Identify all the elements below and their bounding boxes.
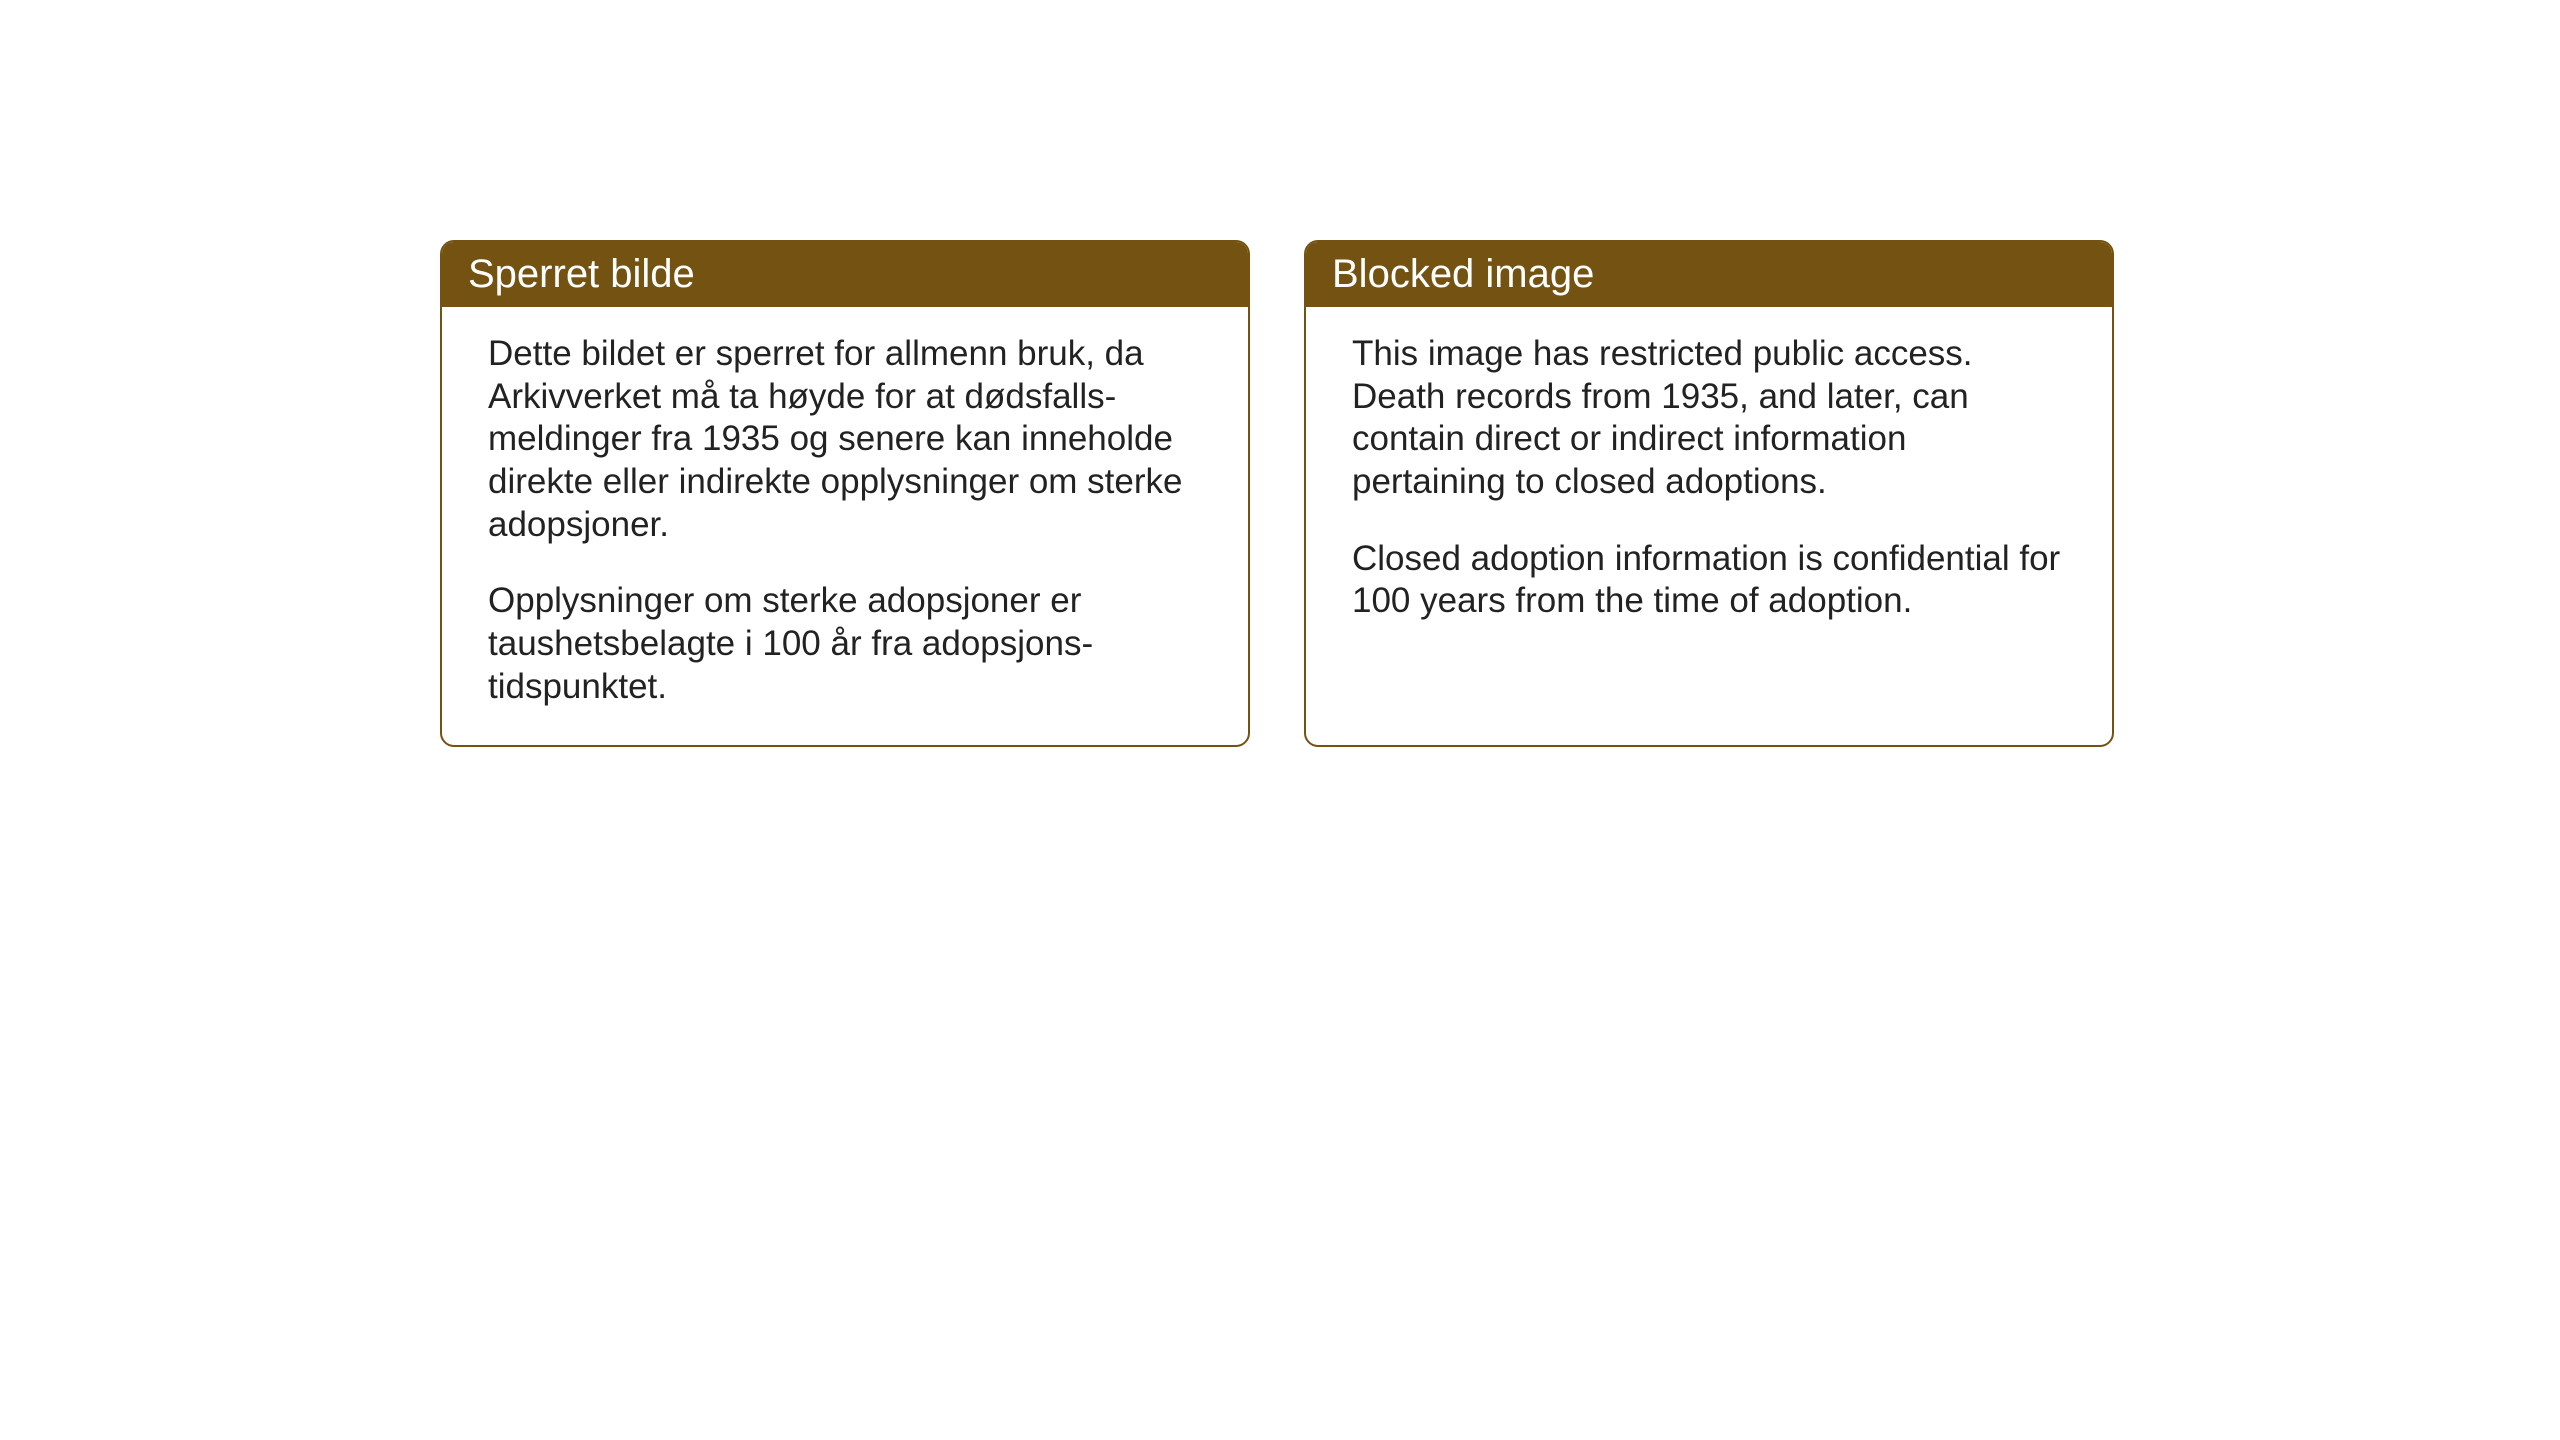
card-paragraph-norwegian-1: Dette bildet er sperret for allmenn bruk… <box>488 333 1202 546</box>
card-title-norwegian: Sperret bilde <box>468 252 695 296</box>
card-header-norwegian: Sperret bilde <box>442 242 1248 307</box>
card-paragraph-english-2: Closed adoption information is confident… <box>1352 538 2066 623</box>
card-norwegian: Sperret bilde Dette bildet er sperret fo… <box>440 240 1250 747</box>
card-body-norwegian: Dette bildet er sperret for allmenn bruk… <box>442 307 1248 745</box>
cards-container: Sperret bilde Dette bildet er sperret fo… <box>440 240 2114 747</box>
card-header-english: Blocked image <box>1306 242 2112 307</box>
card-title-english: Blocked image <box>1332 252 1594 296</box>
card-body-english: This image has restricted public access.… <box>1306 307 2112 659</box>
card-english: Blocked image This image has restricted … <box>1304 240 2114 747</box>
card-paragraph-norwegian-2: Opplysninger om sterke adopsjoner er tau… <box>488 580 1202 708</box>
card-paragraph-english-1: This image has restricted public access.… <box>1352 333 2066 504</box>
